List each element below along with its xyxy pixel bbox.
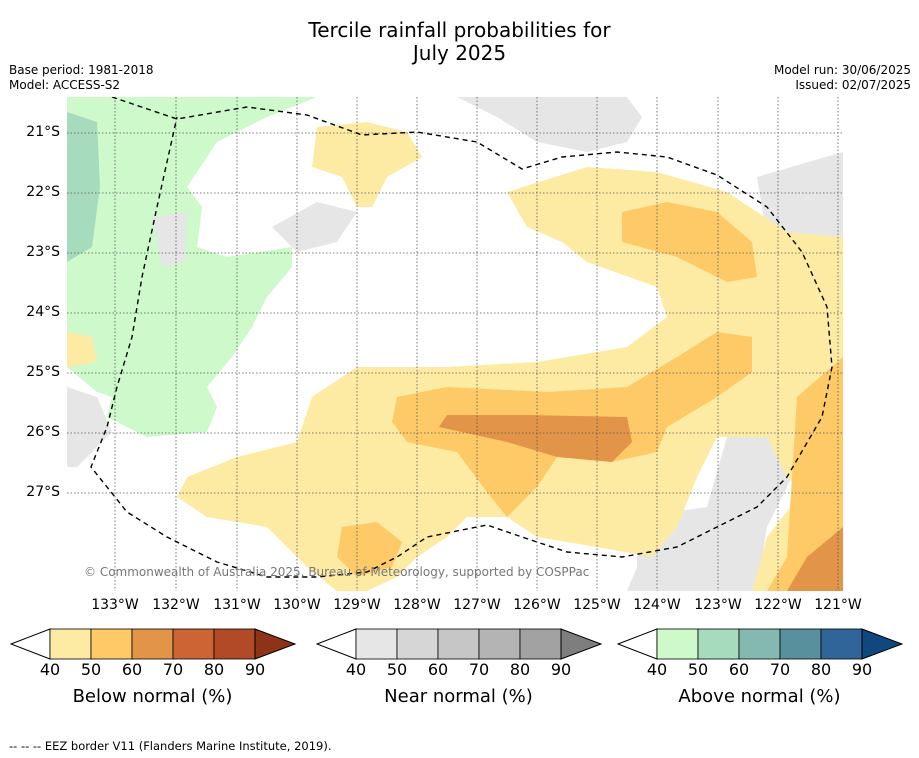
probability-map — [67, 97, 843, 591]
near-normal-region-north — [457, 97, 642, 152]
copyright-notice: © Commonwealth of Australia 2025, Bureau… — [84, 565, 590, 579]
longitude-label: 129°W — [333, 597, 381, 613]
latitude-label: 26°S — [26, 424, 60, 440]
colorbar-extend-high — [254, 628, 297, 660]
colorbar-tick-label: 70 — [162, 660, 184, 679]
colorbar-extend-low — [617, 628, 658, 660]
colorbar-tick-label: 60 — [427, 660, 449, 679]
near-normal-region-mid — [272, 202, 357, 252]
latitude-label: 27°S — [26, 484, 60, 500]
below-normal-region-main — [177, 167, 843, 591]
colorbar-segment — [656, 628, 699, 660]
latitude-label: 25°S — [26, 364, 60, 380]
colorbar-extend-low — [10, 628, 51, 660]
map-area: © Commonwealth of Australia 2025, Bureau… — [67, 97, 843, 591]
near-normal-region-small — [152, 212, 187, 267]
colorbar-extend-high — [861, 628, 904, 660]
longitude-label: 123°W — [694, 597, 742, 613]
map-title-line1: Tercile rainfall probabilities for — [308, 18, 611, 42]
colorbar-tick-label: 60 — [728, 660, 750, 679]
below-normal-region-60b — [787, 527, 843, 591]
near-normal-region-se — [627, 417, 807, 591]
below-normal-region-60a — [439, 415, 632, 462]
longitude-label: 122°W — [754, 597, 802, 613]
colorbar-tick-label: 80 — [203, 660, 225, 679]
longitude-label: 125°W — [573, 597, 621, 613]
longitude-label: 130°W — [273, 597, 321, 613]
colorbar — [617, 628, 904, 660]
colorbar-tick-label: 40 — [646, 660, 668, 679]
below-normal-region-south — [67, 332, 97, 367]
eez-footnote: -- -- -- EEZ border V11 (Flanders Marine… — [9, 739, 332, 753]
colorbar-title: Below normal (%) — [72, 686, 233, 707]
longitude-label: 131°W — [213, 597, 261, 613]
below-normal-region-50d — [767, 357, 843, 591]
colorbar-segment — [49, 628, 92, 660]
colorbar-segment — [213, 628, 256, 660]
issued-date: Issued: 02/07/2025 — [795, 78, 911, 92]
colorbar-title: Near normal (%) — [384, 686, 533, 707]
colorbar-tick-label: 90 — [244, 660, 266, 679]
longitude-label: 126°W — [513, 597, 561, 613]
colorbar-segment — [355, 628, 398, 660]
map-title-line2: July 2025 — [412, 41, 507, 65]
colorbar-tick-label: 50 — [386, 660, 408, 679]
above-normal-region-core — [67, 112, 100, 262]
colorbar-tick-label: 70 — [468, 660, 490, 679]
colorbar-segment — [738, 628, 781, 660]
latitude-label: 22°S — [26, 184, 60, 200]
longitude-label: 124°W — [633, 597, 681, 613]
model-name: Model: ACCESS-S2 — [9, 78, 121, 92]
below-normal-region-50a — [622, 202, 757, 282]
below-normal-region-north — [312, 122, 422, 207]
colorbar-segment — [697, 628, 740, 660]
colorbar-segment — [519, 628, 562, 660]
colorbar-tick-label: 50 — [80, 660, 102, 679]
longitude-label: 121°W — [814, 597, 862, 613]
colorbar-segment — [131, 628, 174, 660]
colorbar-tick-label: 80 — [509, 660, 531, 679]
colorbar-segment — [779, 628, 822, 660]
colorbar-segment — [820, 628, 863, 660]
colorbar-extend-high — [560, 628, 603, 660]
above-normal-region-west — [67, 97, 317, 437]
colorbar-segment — [396, 628, 439, 660]
latitude-label: 24°S — [26, 304, 60, 320]
colorbar-tick-label: 90 — [550, 660, 572, 679]
colorbar-segment — [90, 628, 133, 660]
colorbar-segment — [172, 628, 215, 660]
model-run: Model run: 30/06/2025 — [773, 63, 911, 77]
colorbar-extend-low — [316, 628, 357, 660]
colorbar-tick-label: 50 — [687, 660, 709, 679]
near-normal-region-sw — [67, 387, 112, 467]
colorbar-segment — [478, 628, 521, 660]
colorbar-title: Above normal (%) — [678, 686, 841, 707]
colorbar-tick-label: 80 — [810, 660, 832, 679]
base-period: Base period: 1981-2018 — [9, 63, 154, 77]
latitude-label: 23°S — [26, 244, 60, 260]
colorbar-segment — [437, 628, 480, 660]
colorbar-tick-label: 40 — [39, 660, 61, 679]
longitude-label: 132°W — [152, 597, 200, 613]
colorbar-tick-label: 60 — [121, 660, 143, 679]
colorbar-tick-label: 90 — [851, 660, 873, 679]
longitude-label: 128°W — [393, 597, 441, 613]
colorbar-tick-label: 40 — [345, 660, 367, 679]
longitude-label: 127°W — [453, 597, 501, 613]
colorbar — [10, 628, 297, 660]
colorbar-tick-label: 70 — [769, 660, 791, 679]
longitude-label: 133°W — [91, 597, 139, 613]
colorbar — [316, 628, 603, 660]
latitude-label: 21°S — [26, 124, 60, 140]
eez-border — [90, 97, 833, 578]
